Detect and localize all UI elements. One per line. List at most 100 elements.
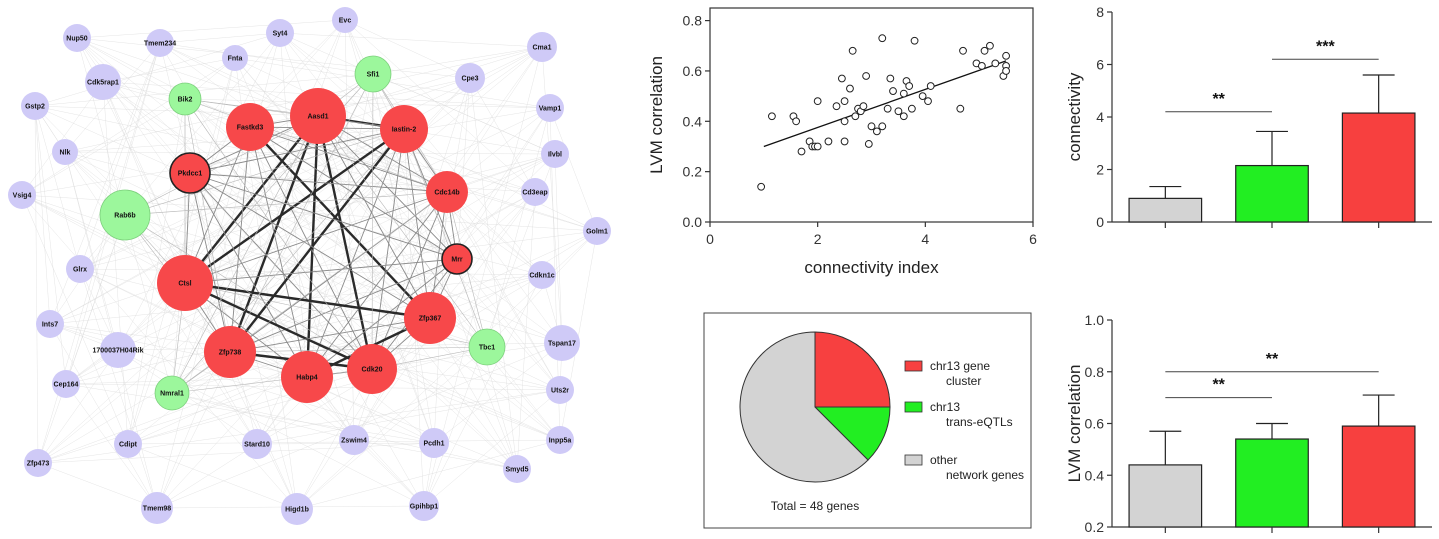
network-edge-faint	[37, 462, 158, 509]
network-node-label: Syt4	[273, 31, 288, 38]
network-edge-faint	[37, 46, 543, 464]
network-node-label: Cdipt	[119, 442, 138, 449]
network-edge-faint	[256, 274, 543, 445]
network-node-circle	[281, 493, 313, 525]
network-node-pkdcc1: Pkdcc1	[169, 152, 211, 194]
pie-legend-label-2: trans-eQTLs	[946, 415, 1013, 429]
network-edge-faint	[559, 230, 598, 441]
network-node-circle	[21, 92, 49, 120]
scatter-point	[846, 84, 854, 93]
scatter-point	[768, 112, 776, 121]
network-node-circle	[441, 243, 473, 275]
network-node-label: Zswim4	[341, 438, 367, 445]
network-node-nmral1: Nmral1	[154, 375, 190, 411]
bar-y-label: connectivity	[1065, 72, 1084, 161]
network-edge-faint	[127, 282, 186, 445]
network-node-circle	[332, 7, 358, 33]
network-edge-faint	[21, 57, 236, 196]
network-node-label: Stard10	[244, 442, 270, 449]
network-node-cep164: Cep164	[52, 370, 80, 398]
network-node-cdk5rap1: Cdk5rap1	[85, 64, 121, 100]
network-node-label: Uts2r	[551, 388, 569, 395]
network-edge-cluster	[249, 126, 448, 193]
network-edge-faint	[256, 389, 561, 445]
network-edge-faint	[37, 214, 126, 464]
network-edge-trans	[124, 115, 319, 216]
network-node-circle	[521, 178, 549, 206]
network-node-circle	[281, 351, 333, 403]
network-node-circle	[347, 344, 397, 394]
bar-2	[1341, 425, 1416, 528]
network-edge-cluster	[184, 128, 405, 284]
network-node-label: Gpihbp1	[410, 504, 438, 511]
network-node-evc: Evc	[332, 7, 358, 33]
network-edge-faint	[21, 194, 186, 284]
network-node-label: Habp4	[296, 375, 318, 382]
network-node-gpihbp1: Gpihbp1	[409, 491, 439, 521]
network-edge-cluster	[189, 172, 308, 378]
network-node-label: Higd1b	[285, 507, 309, 514]
network-edge-faint	[229, 351, 518, 470]
network-edge-faint	[171, 126, 251, 394]
network-node-ints7: Ints7	[36, 310, 64, 338]
network-node-circle	[8, 181, 36, 209]
network-node-label: Zfp473	[27, 461, 50, 468]
pie-slice-2	[739, 331, 869, 483]
network-node-tbc1: Tbc1	[468, 328, 506, 366]
network-node-vsig4: Vsig4	[8, 181, 36, 209]
network-edge-faint	[124, 214, 258, 445]
network-edge-faint	[21, 194, 129, 445]
network-edge-faint	[127, 57, 236, 445]
network-edge-faint	[184, 98, 551, 109]
network-edge-trans	[124, 128, 405, 216]
y-tick-label: 0.6	[1085, 416, 1105, 432]
network-edge-faint	[184, 282, 298, 510]
network-node-circle	[85, 64, 121, 100]
scatter-point	[840, 117, 849, 126]
network-edge-faint	[79, 128, 405, 270]
network-edge-faint	[127, 107, 551, 445]
scatter-point	[907, 104, 916, 113]
network-edge-faint	[423, 274, 543, 507]
network-node-aasd1: Aasd1	[290, 88, 346, 144]
network-node-golm1: Golm1	[583, 217, 611, 245]
scatter-x-label: connectivity index	[804, 258, 939, 277]
network-edge-faint	[159, 42, 425, 507]
network-node-label: Fastkd3	[237, 125, 264, 132]
scatter-point	[894, 107, 903, 116]
network-edge-faint	[21, 98, 186, 196]
network-edge-faint	[189, 19, 346, 174]
network-edge-faint	[102, 57, 236, 83]
network-edge-faint	[64, 151, 556, 155]
network-edge-faint	[159, 42, 374, 75]
significance-label: **	[1212, 377, 1225, 394]
network-node-label: Cdk20	[361, 367, 382, 374]
network-node-smyd5: Smyd5	[503, 455, 531, 483]
network-edge-faint	[296, 346, 488, 510]
network-edge-faint	[433, 342, 563, 444]
scatter-frame	[709, 7, 1034, 223]
scatter-x-tick-label: 4	[921, 231, 929, 247]
network-node-circle	[404, 292, 456, 344]
network-node-label: Cpe3	[461, 76, 478, 83]
y-tick-label: 0	[1096, 214, 1104, 230]
network-node-glrx: Glrx	[66, 255, 94, 283]
scatter-point	[977, 62, 986, 70]
network-edge-faint	[49, 128, 405, 325]
network-node-label: Cep164	[54, 382, 79, 389]
network-edge-faint	[49, 323, 308, 378]
network-edge-faint	[34, 73, 374, 107]
network-node-circle	[146, 29, 174, 57]
network-node-label: Cdk5rap1	[87, 80, 119, 87]
network-edge-faint	[156, 73, 374, 509]
network-node-circle	[290, 88, 346, 144]
network-node-label: Glrx	[73, 267, 87, 274]
network-node-label: Iastin-2	[392, 127, 417, 134]
network-edge-faint	[344, 19, 471, 79]
network-node-zfp473: Zfp473	[24, 449, 52, 477]
scatter-point	[886, 74, 895, 83]
network-node-rab6b: Rab6b	[99, 189, 151, 241]
network-edge-faint	[102, 81, 129, 445]
network-edge-cluster	[371, 128, 405, 370]
network-edge-faint	[34, 32, 281, 107]
